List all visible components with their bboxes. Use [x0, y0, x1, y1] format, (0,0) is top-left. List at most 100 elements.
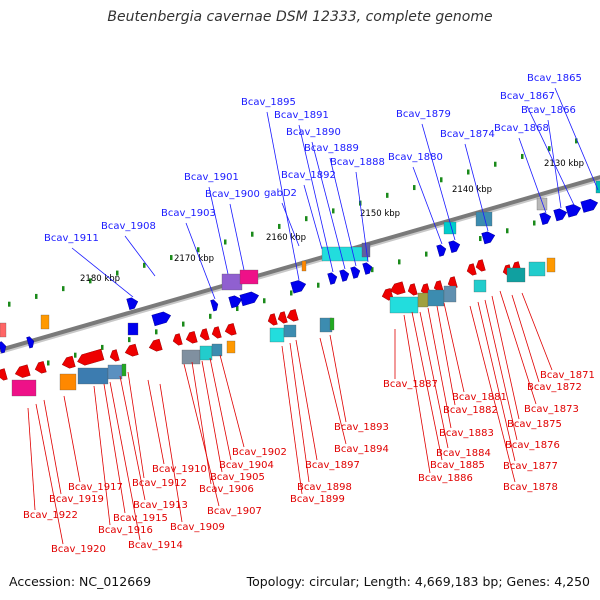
- ruler-label: 2170 kbp: [174, 254, 214, 264]
- forward-label-leader: [266, 111, 300, 281]
- gene-feature-box: [127, 322, 139, 336]
- reverse-label-leader: [289, 342, 310, 483]
- reverse-label-leader: [443, 302, 465, 393]
- reverse-label-leader: [411, 311, 443, 461]
- tick-mark: [317, 282, 320, 288]
- tick-mark: [35, 293, 38, 299]
- reverse-label-leader: [419, 311, 449, 449]
- gene-feature-box: [11, 379, 37, 397]
- tick-mark: [494, 161, 497, 167]
- forward-gene-label: Bcav_1911: [44, 233, 99, 244]
- gene-feature-box: [301, 260, 307, 272]
- tick-mark: [47, 360, 50, 366]
- reverse-gene-arrow: [466, 263, 477, 276]
- ruler-label: 2130 kbp: [544, 159, 584, 169]
- reverse-gene-label: Bcav_1902: [232, 447, 287, 458]
- reverse-label-leader: [403, 314, 431, 474]
- reverse-gene-label: Bcav_1877: [503, 461, 558, 472]
- gene-feature-box: [0, 322, 7, 338]
- gene-feature-box: [389, 296, 419, 314]
- gene-feature-box: [40, 314, 50, 330]
- forward-gene-arrow: [26, 336, 35, 349]
- forward-gene-label: Bcav_1867: [500, 91, 555, 102]
- tick-mark: [89, 278, 92, 284]
- reverse-gene-arrow: [148, 338, 163, 352]
- reverse-gene-arrow: [185, 331, 198, 344]
- reverse-label-leader: [43, 399, 62, 495]
- reverse-gene-label: Bcav_1907: [207, 506, 262, 517]
- reverse-gene-arrow: [286, 309, 299, 322]
- reverse-label-leader: [159, 383, 183, 523]
- tick-mark: [236, 306, 239, 312]
- forward-gene-label: Bcav_1900: [205, 189, 260, 200]
- tick-mark: [332, 208, 335, 214]
- forward-label-leader: [185, 222, 216, 300]
- gene-feature-box: [77, 367, 109, 385]
- tick-mark: [521, 153, 524, 159]
- reverse-gene-label: Bcav_1897: [305, 460, 360, 471]
- forward-gene-arrow: [151, 311, 172, 327]
- ruler-label: 2180 kbp: [80, 274, 120, 284]
- gene-feature-box: [506, 267, 526, 283]
- reverse-gene-arrow: [277, 311, 288, 324]
- gene-feature-box: [473, 279, 487, 293]
- ruler-label: 2140 kbp: [452, 185, 492, 195]
- forward-gene-arrow: [448, 240, 461, 253]
- forward-label-leader: [208, 186, 229, 275]
- reverse-gene-arrow: [77, 348, 105, 366]
- reverse-gene-arrow: [109, 349, 120, 362]
- reverse-gene-label: Bcav_1886: [418, 473, 473, 484]
- forward-gene-arrow: [553, 208, 568, 222]
- ruler-label: 2160 kbp: [266, 233, 306, 243]
- tick-mark: [116, 270, 119, 276]
- forward-gene-label: Bcav_1874: [440, 129, 495, 140]
- reverse-label-leader: [119, 375, 146, 501]
- forward-gene-label: Bcav_1888: [330, 157, 385, 168]
- reverse-gene-label: Bcav_1875: [507, 419, 562, 430]
- forward-gene-arrow: [0, 341, 7, 354]
- forward-gene-label: gabD2: [264, 188, 297, 199]
- reverse-label-leader: [491, 295, 520, 420]
- reverse-gene-label: Bcav_1906: [199, 484, 254, 495]
- reverse-gene-arrow: [34, 361, 47, 374]
- tick-mark: [74, 352, 77, 358]
- reverse-label-leader: [35, 403, 64, 545]
- reverse-gene-label: Bcav_1905: [210, 472, 265, 483]
- gene-feature-box: [211, 343, 223, 357]
- topology-text: Topology: circular; Length: 4,669,183 bp…: [246, 574, 590, 589]
- genome-title: Beutenbergia cavernae DSM 12333, complet…: [107, 9, 493, 25]
- tick-mark: [398, 259, 401, 265]
- forward-gene-arrow: [126, 297, 139, 310]
- reverse-gene-label: Bcav_1898: [297, 482, 352, 493]
- reverse-gene-label: Bcav_1882: [443, 405, 498, 416]
- reverse-label-leader: [183, 363, 220, 507]
- reverse-label-leader: [484, 299, 518, 441]
- ruler-label: 2150 kbp: [360, 209, 400, 219]
- reverse-gene-label: Bcav_1872: [527, 382, 582, 393]
- forward-label-leader: [554, 87, 599, 191]
- reverse-gene-arrow: [267, 313, 278, 326]
- reverse-gene-label: Bcav_1899: [290, 494, 345, 505]
- reverse-gene-label: Bcav_1873: [524, 404, 579, 415]
- gene-feature-box: [269, 327, 285, 343]
- tick-mark: [62, 286, 65, 292]
- tick-mark: [182, 321, 185, 327]
- reverse-label-leader: [499, 290, 537, 405]
- forward-gene-arrow: [436, 244, 447, 257]
- reverse-gene-label: Bcav_1871: [540, 370, 595, 381]
- forward-gene-label: Bcav_1880: [388, 152, 443, 163]
- forward-gene-label: Bcav_1890: [286, 127, 341, 138]
- gene-feature-box: [329, 317, 335, 331]
- tick-mark: [548, 146, 551, 152]
- forward-label-leader: [421, 123, 456, 241]
- tick-mark: [224, 239, 227, 245]
- forward-gene-label: Bcav_1903: [161, 208, 216, 219]
- reverse-label-leader: [191, 361, 212, 485]
- forward-gene-arrow: [539, 212, 552, 225]
- gene-feature-box: [443, 285, 457, 303]
- reverse-gene-label: Bcav_1881: [452, 392, 507, 403]
- forward-label-leader: [311, 141, 346, 270]
- tick-mark: [467, 169, 470, 175]
- reverse-gene-label: Bcav_1910: [152, 464, 207, 475]
- tick-mark: [251, 231, 254, 237]
